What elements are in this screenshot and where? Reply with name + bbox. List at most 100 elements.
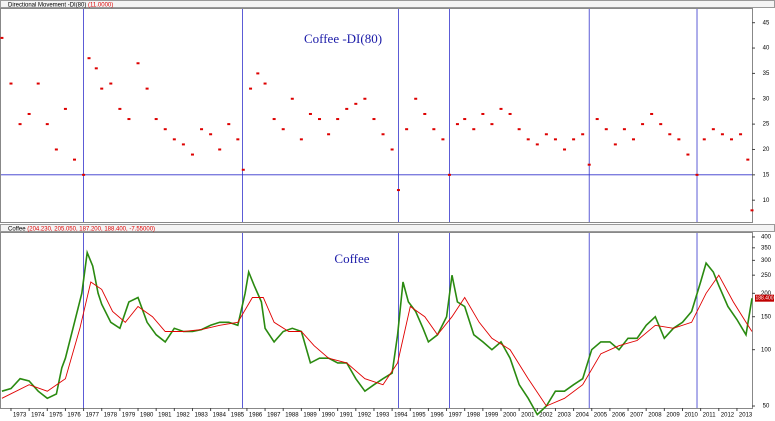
symbol-name: Coffee [8, 226, 26, 232]
di-dot [127, 118, 131, 121]
y-tick-label: 35 [763, 71, 770, 77]
y-tick-label: 400 [761, 235, 772, 241]
di-dot [54, 148, 58, 151]
x-tick-label: 2004 [576, 413, 590, 419]
di-dot [686, 153, 690, 156]
di-dot [281, 128, 285, 131]
di-dot [526, 138, 530, 141]
y-tick-label: 100 [761, 347, 772, 353]
y-tick-label: 300 [761, 258, 772, 264]
di-dot [405, 128, 409, 131]
di-dot [746, 158, 750, 161]
x-tick-label: 1985 [231, 413, 245, 419]
di-dot [36, 82, 40, 85]
di-dot [345, 107, 349, 110]
di-dot [363, 97, 367, 100]
di-dot [200, 128, 204, 131]
di-dot [750, 209, 754, 212]
x-tick-label: 2007 [630, 413, 644, 419]
di-dot [490, 123, 494, 126]
x-tick-label: 2013 [739, 413, 753, 419]
chart-title: Coffee [334, 251, 369, 266]
moving-average [1, 274, 753, 407]
di-dot [535, 143, 539, 146]
di-dot [595, 118, 599, 121]
di-dot [372, 118, 376, 121]
di-dot [613, 143, 617, 146]
di-dot [308, 112, 312, 115]
di-dot [63, 107, 67, 110]
di-dot [641, 123, 645, 126]
di-dot [236, 138, 240, 141]
di-dot [190, 153, 194, 156]
x-tick-label: 1987 [267, 413, 281, 419]
di-dot [118, 107, 122, 110]
di-dot [249, 87, 253, 90]
di-dot [327, 133, 331, 136]
di-dot [695, 173, 699, 176]
x-tick-label: 1988 [285, 413, 299, 419]
ohlc-values: (204.230, 205.050, 187.200, 188.400, -7.… [27, 226, 155, 232]
x-tick-label: 1974 [31, 413, 45, 419]
di-dot [100, 87, 104, 90]
x-tick-label: 2006 [612, 413, 626, 419]
last-price-label: 188.400 [755, 296, 773, 302]
x-tick-label: 1991 [340, 413, 354, 419]
di-dot [544, 133, 548, 136]
di-dot [472, 128, 476, 131]
x-tick-label: 1998 [467, 413, 481, 419]
x-tick-label: 2011 [703, 413, 717, 419]
x-tick-label: 1992 [358, 413, 372, 419]
di-dot [668, 133, 672, 136]
x-tick-label: 1999 [485, 413, 499, 419]
di-dot [9, 82, 13, 85]
di-dot [87, 57, 91, 60]
di-dot [463, 118, 467, 121]
di-dot [587, 163, 591, 166]
y-tick-label: 20 [763, 147, 770, 153]
di-dot [336, 118, 340, 121]
x-tick-label: 1979 [122, 413, 136, 419]
di-dot [423, 112, 427, 115]
di-dot [263, 82, 267, 85]
di-dot [0, 36, 4, 39]
di-dot [447, 173, 451, 176]
di-dot [163, 128, 167, 131]
di-dot [18, 123, 22, 126]
x-tick-label: 1976 [67, 413, 81, 419]
di-dot [290, 97, 294, 100]
di-dot [720, 133, 724, 136]
di-dot [27, 112, 31, 115]
di-dot [209, 133, 213, 136]
x-tick-label: 2002 [539, 413, 553, 419]
di-dot [145, 87, 149, 90]
x-tick-label: 2009 [666, 413, 680, 419]
chart-title: Coffee -DI(80) [304, 31, 382, 46]
di-dot [318, 118, 322, 121]
di-dot [73, 158, 77, 161]
x-tick-label: 1977 [86, 413, 100, 419]
di-dot [508, 112, 512, 115]
di-dot [499, 107, 503, 110]
x-tick-label: 2000 [503, 413, 517, 419]
di-dot [136, 62, 140, 65]
y-tick-label: 200 [761, 291, 772, 297]
di-dot [631, 138, 635, 141]
di-dot [94, 67, 98, 70]
panel-header [0, 0, 775, 8]
di-dot [622, 128, 626, 131]
y-tick-label: 30 [763, 96, 770, 102]
price-line [1, 249, 753, 416]
x-tick-label: 1973 [13, 413, 27, 419]
di-dot [711, 128, 715, 131]
y-tick-label: 10 [763, 198, 770, 204]
di-dot [677, 138, 681, 141]
di-dot [381, 133, 385, 136]
di-dot [172, 138, 176, 141]
di-dot [455, 123, 459, 126]
x-tick-label: 2010 [684, 413, 698, 419]
x-tick-label: 2005 [594, 413, 608, 419]
di-dot [181, 143, 185, 146]
x-tick-label: 1995 [412, 413, 426, 419]
